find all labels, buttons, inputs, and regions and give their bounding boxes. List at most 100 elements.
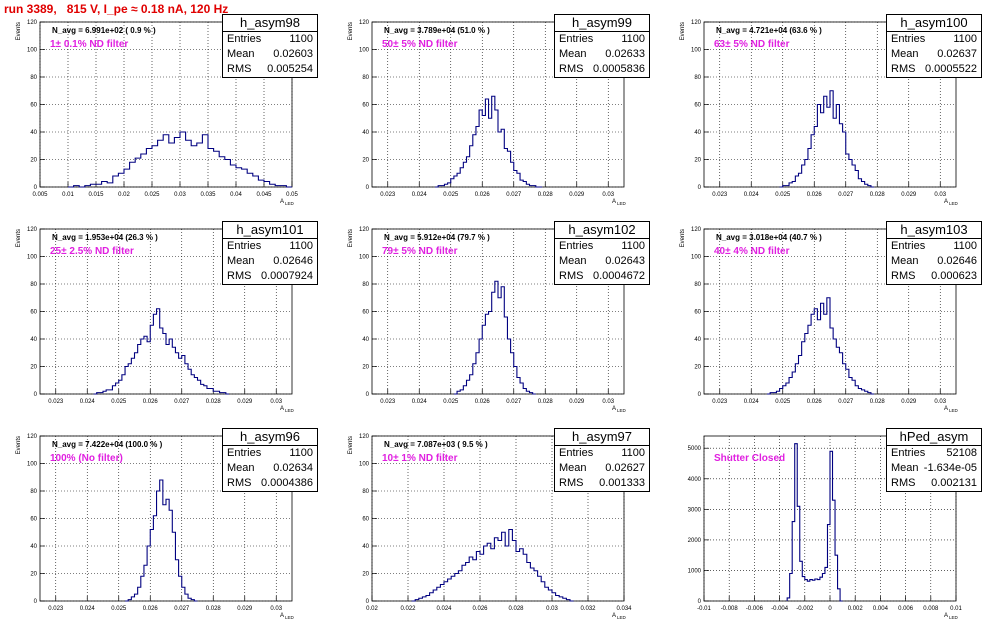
stats-box: h_asym96 Entries 1100 Mean 0.02634 RMS 0.00043… <box>222 428 318 492</box>
x-tick-label: 0.029 <box>237 399 253 405</box>
x-tick-label: -0.01 <box>697 606 711 612</box>
stats-box: h_asym98 Entries 1100 Mean 0.02603 RMS 0.00525… <box>222 14 318 78</box>
stats-row-rms: RMS 0.002131 <box>887 476 981 491</box>
x-axis-title: A <box>280 199 284 205</box>
y-tick-label: 120 <box>359 227 370 233</box>
y-tick-label: 80 <box>30 489 37 495</box>
histogram-line <box>779 90 875 188</box>
stats-key-entries: Entries <box>559 240 594 252</box>
stats-key-entries: Entries <box>559 447 594 459</box>
y-tick-label: 100 <box>359 462 370 468</box>
y-tick-label: 60 <box>362 517 369 523</box>
y-tick-label: 100 <box>27 255 38 261</box>
x-tick-label: 0.029 <box>237 606 253 612</box>
x-tick-label: -0.006 <box>746 606 764 612</box>
y-tick-label: 0 <box>34 392 38 398</box>
stats-value-mean: 0.02646 <box>273 255 313 267</box>
filter-label: 1± 0.1% ND filter <box>50 39 129 50</box>
histogram-panel-h_asym103: 0.023 0.024 0.025 0.026 0.027 0.028 0.029 0.03 0… <box>664 207 996 414</box>
x-tick-label: 0.03 <box>934 399 946 405</box>
x-tick-label: 0.022 <box>400 606 416 612</box>
y-tick-label: 40 <box>362 337 369 343</box>
x-tick-label: 0.03 <box>602 399 614 405</box>
x-tick-label: 0.002 <box>848 606 864 612</box>
stats-row-rms: RMS 0.001333 <box>555 476 649 491</box>
y-tick-label: 0 <box>34 599 38 605</box>
histogram-line <box>68 131 292 188</box>
stats-title: h_asym102 <box>555 222 649 239</box>
y-axis-title: Events <box>348 229 354 247</box>
y-tick-label: 0 <box>366 599 370 605</box>
x-tick-label: 0.024 <box>436 606 452 612</box>
x-axis-title: A <box>612 613 616 619</box>
stats-value-entries: 1100 <box>621 447 645 459</box>
n-avg-label: N_avg = 4.721e+04 (63.6 % ) <box>716 26 822 35</box>
x-tick-label: 0.023 <box>380 192 396 198</box>
stats-key-mean: Mean <box>559 255 587 267</box>
x-tick-label: 0.025 <box>775 399 791 405</box>
stats-title: h_asym96 <box>223 429 317 446</box>
stats-row-entries: Entries 1100 <box>223 239 317 254</box>
stats-value-mean: 0.02603 <box>273 48 313 60</box>
x-tick-label: -0.004 <box>771 606 789 612</box>
x-tick-label: 0.023 <box>712 399 728 405</box>
histogram-panel-h_asym99: 0.023 0.024 0.025 0.026 0.027 0.028 0.029 0.03 0… <box>332 0 664 207</box>
stats-key-entries: Entries <box>891 447 926 459</box>
filter-label: 79± 5% ND filter <box>382 246 458 257</box>
stats-key-entries: Entries <box>227 33 262 45</box>
x-tick-label: 0.03 <box>270 399 282 405</box>
y-tick-label: 120 <box>27 227 38 233</box>
y-tick-label: 120 <box>359 20 370 26</box>
x-tick-label: 0.04 <box>230 192 242 198</box>
x-axis-subscript: LED <box>285 615 295 620</box>
histogram-plot: 0.023 0.024 0.025 0.026 0.027 0.028 0.029 0.03 0… <box>680 227 959 413</box>
x-axis-title: A <box>280 406 284 412</box>
y-axis-title: Events <box>348 436 354 454</box>
x-tick-label: 0.015 <box>88 192 104 198</box>
stats-key-rms: RMS <box>559 477 584 489</box>
stats-box: h_asym103 Entries 1100 Mean 0.02646 RMS 0.0006… <box>886 221 982 285</box>
n-avg-label: N_avg = 7.087e+03 ( 9.5 % ) <box>384 440 488 449</box>
stats-row-rms: RMS 0.0005836 <box>555 62 649 77</box>
histogram-line <box>786 443 843 602</box>
x-tick-label: 0.025 <box>443 399 459 405</box>
y-tick-label: 120 <box>691 20 702 26</box>
x-axis-title: A <box>944 199 948 205</box>
stats-key-mean: Mean <box>227 462 255 474</box>
x-tick-label: 0.026 <box>143 606 159 612</box>
stats-value-rms: 0.0005836 <box>593 63 645 75</box>
y-tick-label: 0 <box>698 599 702 605</box>
stats-key-rms: RMS <box>559 63 584 75</box>
stats-row-rms: RMS 0.0007924 <box>223 269 317 284</box>
x-tick-label: 0.025 <box>775 192 791 198</box>
x-tick-label: -0.008 <box>721 606 739 612</box>
y-tick-label: 60 <box>30 517 37 523</box>
n-avg-label: N_avg = 3.018e+04 (40.7 % ) <box>716 233 822 242</box>
x-tick-label: 0.023 <box>380 399 396 405</box>
x-tick-label: 0.008 <box>923 606 939 612</box>
y-tick-label: 20 <box>362 572 369 578</box>
x-tick-label: 0.032 <box>580 606 596 612</box>
y-tick-label: 20 <box>30 158 37 164</box>
x-tick-label: 0.028 <box>206 399 222 405</box>
stats-key-rms: RMS <box>227 63 252 75</box>
stats-key-entries: Entries <box>227 240 262 252</box>
histogram-line <box>125 479 198 602</box>
stats-title: h_asym98 <box>223 15 317 32</box>
x-axis-subscript: LED <box>285 408 295 413</box>
x-tick-label: 0.029 <box>569 399 585 405</box>
x-tick-label: 0.025 <box>144 192 160 198</box>
y-tick-label: 60 <box>362 103 369 109</box>
stats-key-mean: Mean <box>559 48 587 60</box>
y-axis-title: Events <box>680 229 686 247</box>
x-tick-label: 0.03 <box>174 192 186 198</box>
x-tick-label: 0.023 <box>48 399 64 405</box>
y-axis-title: Events <box>16 436 22 454</box>
x-tick-label: 0.024 <box>744 399 760 405</box>
stats-value-entries: 1100 <box>621 240 645 252</box>
filter-label: 25± 2.5% ND filter <box>50 246 134 257</box>
stats-box: h_asym101 Entries 1100 Mean 0.02646 RMS 0.0007… <box>222 221 318 285</box>
stats-value-entries: 1100 <box>289 33 313 45</box>
x-tick-label: 0.026 <box>807 192 823 198</box>
x-tick-label: 0.024 <box>744 192 760 198</box>
